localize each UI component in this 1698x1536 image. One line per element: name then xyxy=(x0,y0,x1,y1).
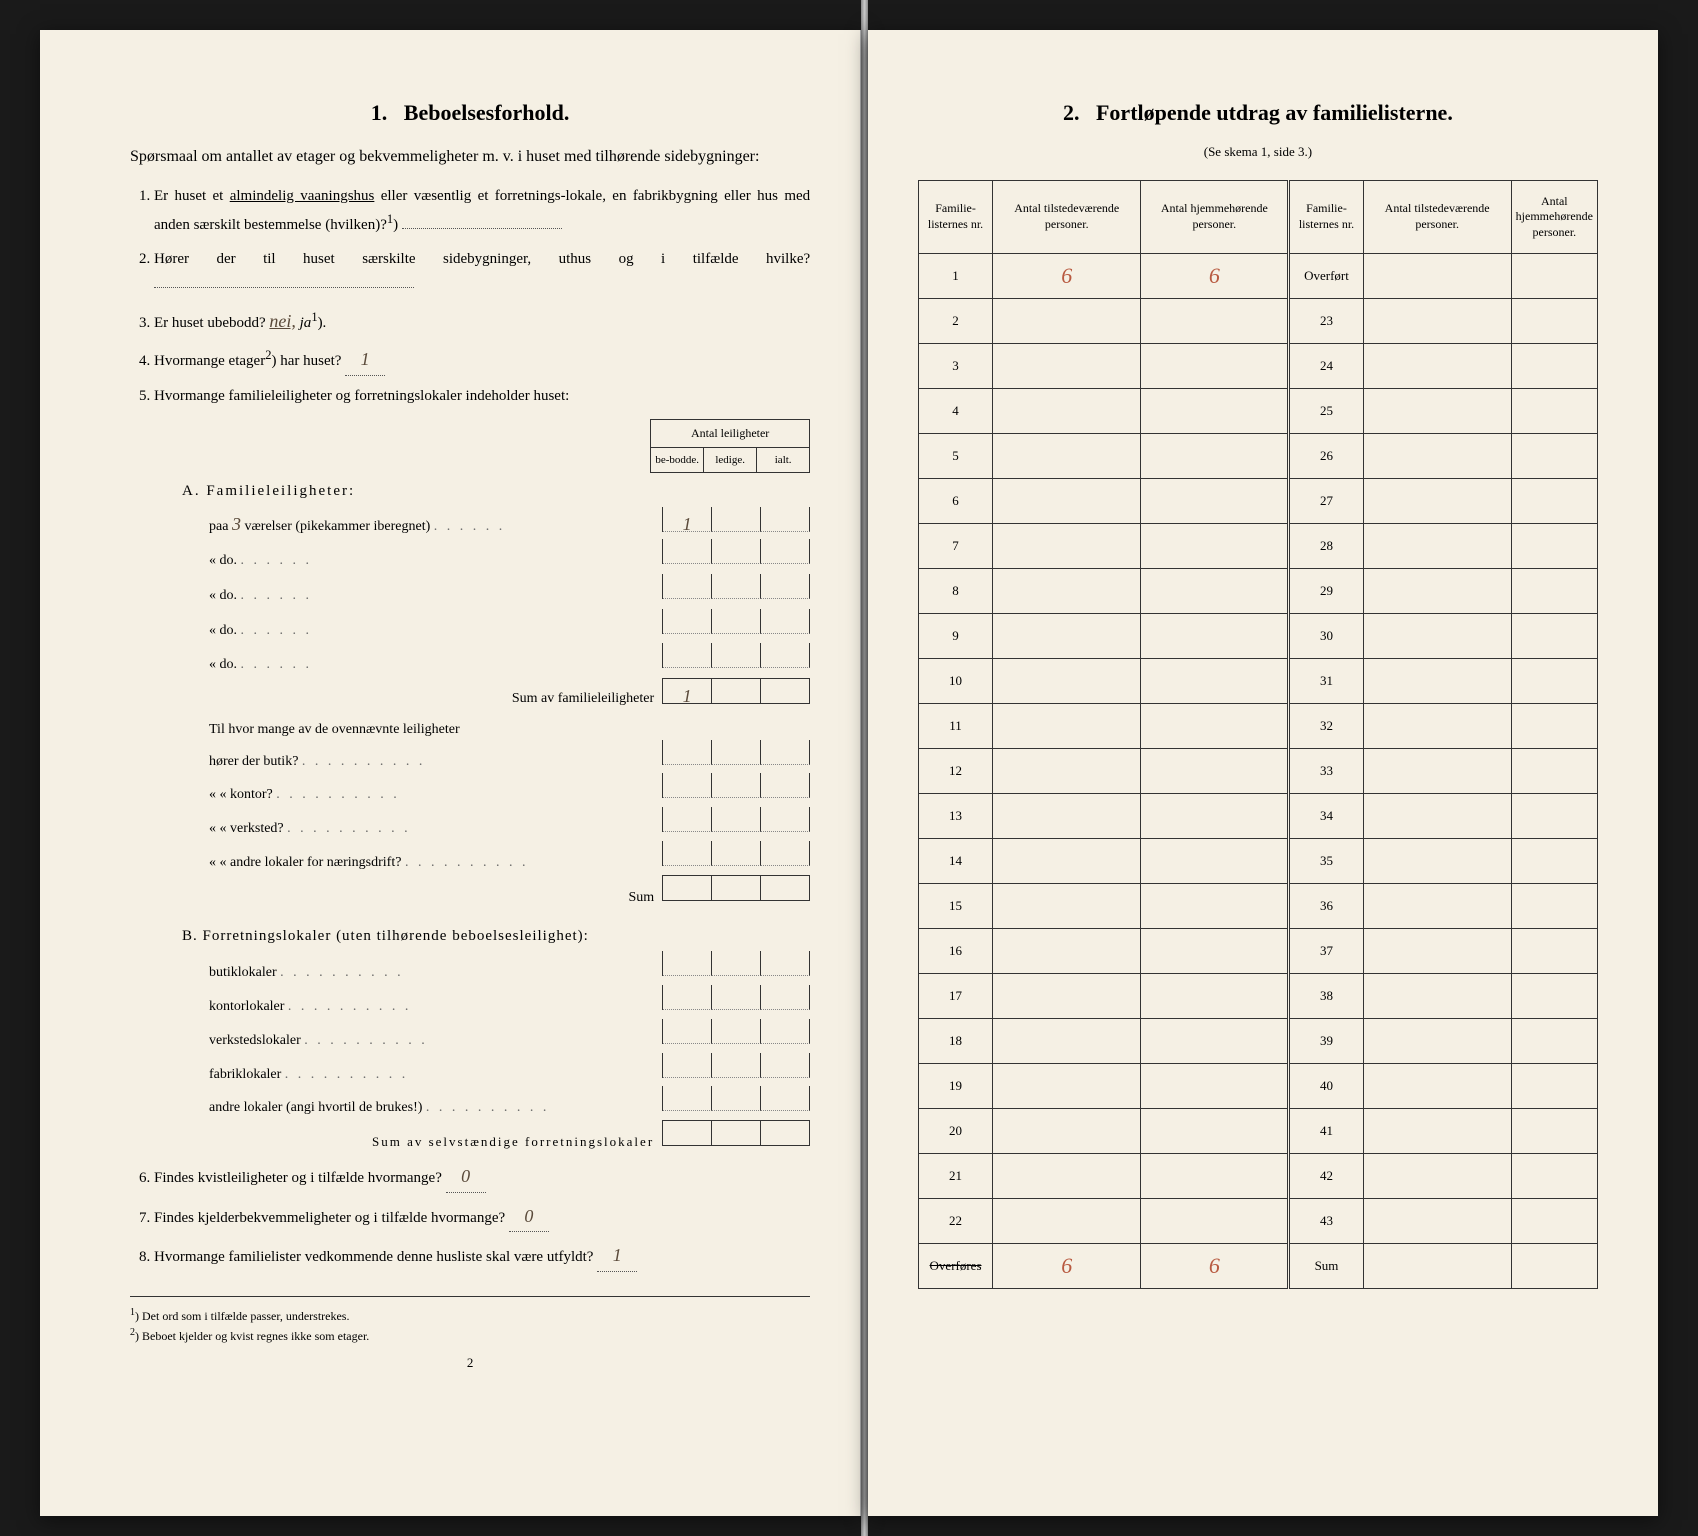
table-header-row: Familie-listernes nr. Antal tilstedevære… xyxy=(918,181,1597,254)
q3-nei: nei, xyxy=(269,311,296,331)
footnote-1: 1) Det ord som i tilfælde passer, unders… xyxy=(130,1305,810,1325)
left-page: 1. Beboelsesforhold. Spørsmaal om antall… xyxy=(40,30,861,1516)
section-a-sum: Sum av familieleiligheter 1 xyxy=(209,678,810,711)
leil-b-row: fabriklokaler . . . . . . . . . . xyxy=(209,1053,810,1087)
book-spine xyxy=(861,0,868,1536)
leil-b-row: andre lokaler (angi hvortil de brukes!) … xyxy=(209,1086,810,1120)
leil-row: paa 3 værelser (pikekammer iberegnet) . … xyxy=(209,507,810,540)
q6-answer: 0 xyxy=(446,1161,486,1193)
leil-sub-row: hører der butik? . . . . . . . . . . xyxy=(209,740,810,774)
section-a-label: A. Familieleiligheter: xyxy=(182,479,810,505)
table-row: 10 31 xyxy=(918,659,1597,704)
leil-sub-row: « « kontor? . . . . . . . . . . xyxy=(209,773,810,807)
th-nr-2: Familie-listernes nr. xyxy=(1289,181,1363,254)
question-8: Hvormange familielister vedkommende denn… xyxy=(154,1240,810,1272)
question-6: Findes kvistleiligheter og i tilfælde hv… xyxy=(154,1161,810,1193)
q2-blank xyxy=(154,287,414,288)
table-row: 2 23 xyxy=(918,299,1597,344)
table-row: 11 32 xyxy=(918,704,1597,749)
table-row: 8 29 xyxy=(918,569,1597,614)
leil-row: « do. . . . . . . xyxy=(209,539,810,574)
section-1-heading: Beboelsesforhold. xyxy=(404,100,570,125)
leil-b-row: kontorlokaler . . . . . . . . . . xyxy=(209,985,810,1019)
leil-sub-row: « « andre lokaler for næringsdrift? . . … xyxy=(209,841,810,875)
q8-answer: 1 xyxy=(597,1240,637,1272)
footnote-2: 2) Beboet kjelder og kvist regnes ikke s… xyxy=(130,1325,810,1345)
th-tilstede-2: Antal tilstedeværende personer. xyxy=(1363,181,1511,254)
table-row: 5 26 xyxy=(918,434,1597,479)
section-2-title: 2. Fortløpende utdrag av familielisterne… xyxy=(918,100,1598,126)
table-row: 166 Overført xyxy=(918,254,1597,299)
table-row: 6 27 xyxy=(918,479,1597,524)
right-page: 2. Fortløpende utdrag av familielisterne… xyxy=(868,30,1658,1516)
table-row: 19 40 xyxy=(918,1064,1597,1109)
table-row: 18 39 xyxy=(918,1019,1597,1064)
table-row: 13 34 xyxy=(918,794,1597,839)
table-row: 20 41 xyxy=(918,1109,1597,1154)
q3-ja: ja xyxy=(300,315,312,331)
question-7: Findes kjelderbekvemmeligheter og i tilf… xyxy=(154,1201,810,1233)
table-row: 17 38 xyxy=(918,974,1597,1019)
th-tilstede-1: Antal tilstedeværende personer. xyxy=(993,181,1141,254)
section-2-heading: Fortløpende utdrag av familielisterne. xyxy=(1096,100,1453,125)
question-5: Hvormange familieleiligheter og forretni… xyxy=(154,384,810,1153)
section-a-rows: paa 3 værelser (pikekammer iberegnet) . … xyxy=(154,507,810,678)
table-row: 16 37 xyxy=(918,929,1597,974)
q1-underlined: almindelig vaaningshus xyxy=(230,188,375,204)
table-row: 15 36 xyxy=(918,884,1597,929)
section-2-subtitle: (Se skema 1, side 3.) xyxy=(918,144,1598,160)
table-row: 4 25 xyxy=(918,389,1597,434)
familieliste-table: Familie-listernes nr. Antal tilstedevære… xyxy=(918,180,1598,1289)
intro-text: Spørsmaal om antallet av etager og bekve… xyxy=(130,144,810,170)
leil-b-row: butiklokaler . . . . . . . . . . xyxy=(209,951,810,985)
q7-answer: 0 xyxy=(509,1201,549,1233)
section-b-rows: butiklokaler . . . . . . . . . . kontorl… xyxy=(154,951,810,1120)
leil-row: « do. . . . . . . xyxy=(209,609,810,644)
question-3: Er huset ubebodd? nei, ja1). xyxy=(154,306,810,337)
footnotes: 1) Det ord som i tilfælde passer, unders… xyxy=(130,1296,810,1345)
book-spread: 1. Beboelsesforhold. Spørsmaal om antall… xyxy=(0,0,1698,1536)
th-nr-1: Familie-listernes nr. xyxy=(918,181,992,254)
question-2: Hører der til huset særskilte sidebygnin… xyxy=(154,247,810,298)
question-1: Er huset et almindelig vaaningshus eller… xyxy=(154,184,810,239)
leil-sub-row: « « verksted? . . . . . . . . . . xyxy=(209,807,810,841)
table-row: 7 28 xyxy=(918,524,1597,569)
leiligheter-table: Antal leiligheter be-bodde. ledige. ialt… xyxy=(154,419,810,1153)
table-sum-row: Overføres 6 6 Sum xyxy=(918,1244,1597,1289)
section-1-title: 1. Beboelsesforhold. xyxy=(130,100,810,126)
section-b-label: B. Forretningslokaler (uten tilhørende b… xyxy=(182,924,810,950)
table-row: 12 33 xyxy=(918,749,1597,794)
table-row: 3 24 xyxy=(918,344,1597,389)
leil-row: « do. . . . . . . xyxy=(209,574,810,609)
section-1-number: 1. xyxy=(371,100,388,125)
leil-header-cols: be-bodde. ledige. ialt. xyxy=(651,448,809,473)
leil-header: Antal leiligheter be-bodde. ledige. ialt… xyxy=(154,419,810,473)
q1-blank xyxy=(402,228,562,229)
section-2-number: 2. xyxy=(1063,100,1080,125)
th-hjemme-2: Antal hjemmehørende personer. xyxy=(1511,181,1597,254)
section-b-sum: Sum av selvstændige forretningslokaler xyxy=(209,1120,810,1153)
th-hjemme-1: Antal hjemmehørende personer. xyxy=(1141,181,1289,254)
q4-answer: 1 xyxy=(345,344,385,376)
section-a-sub-sum: Sum xyxy=(209,875,810,910)
table-row: 22 43 xyxy=(918,1199,1597,1244)
leil-b-row: verkstedslokaler . . . . . . . . . . xyxy=(209,1019,810,1053)
table-row: 21 42 xyxy=(918,1154,1597,1199)
leil-header-top: Antal leiligheter xyxy=(651,420,809,447)
page-number: 2 xyxy=(130,1355,810,1371)
table-body: 166 Overført2 233 244 255 266 277 288 29… xyxy=(918,254,1597,1289)
table-row: 9 30 xyxy=(918,614,1597,659)
section-a-subrows: hører der butik? . . . . . . . . . . « «… xyxy=(154,740,810,875)
questions-list: Er huset et almindelig vaaningshus eller… xyxy=(130,184,810,1272)
leil-row: « do. . . . . . . xyxy=(209,643,810,678)
question-4: Hvormange etager2) har huset? 1 xyxy=(154,344,810,376)
table-row: 14 35 xyxy=(918,839,1597,884)
section-a-para: Til hvor mange av de ovennævnte leilighe… xyxy=(209,719,810,740)
